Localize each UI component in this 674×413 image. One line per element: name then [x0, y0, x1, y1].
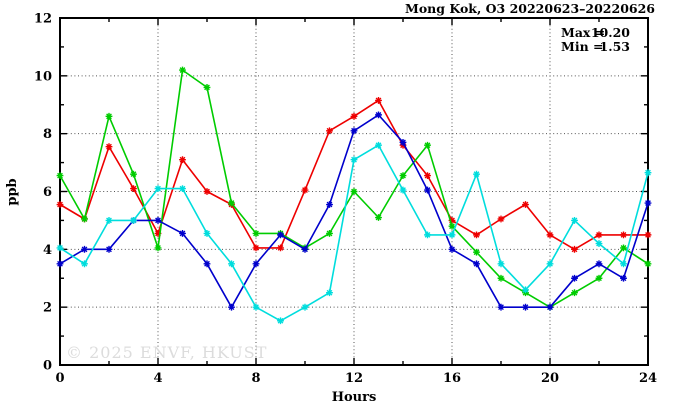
series-blue-line: [59, 114, 649, 309]
axis-ticks: [59, 17, 649, 366]
x-tick-label: 4: [153, 371, 162, 386]
chart-title: Mong Kok, O3 20220623–20220626: [405, 1, 655, 16]
min-label: Min =: [561, 39, 604, 54]
x-tick-label: 8: [251, 371, 260, 386]
x-axis-title: Hours: [332, 390, 377, 405]
x-tick-label: 0: [55, 371, 64, 386]
y-tick-label: 6: [43, 185, 52, 200]
x-tick-label: 12: [345, 371, 363, 386]
y-tick-label: 8: [43, 127, 52, 142]
y-tick-label: 12: [34, 12, 52, 27]
max-min-annotation: Max = 10.20 Min = 1.53: [561, 25, 630, 54]
y-axis-title: ppb: [5, 178, 20, 205]
x-tick-label: 20: [541, 371, 559, 386]
y-tick-label: 10: [34, 69, 52, 84]
series-blue-markers: [56, 111, 652, 311]
max-label: Max =: [561, 25, 605, 40]
y-tick-label: 2: [43, 301, 52, 316]
series-cyan-markers: [56, 141, 652, 325]
x-tick-label: 16: [443, 371, 461, 386]
watermark: © 2025 ENVF, HKUST: [66, 343, 267, 362]
x-tick-label: 24: [639, 371, 657, 386]
y-tick-label: 4: [43, 243, 52, 258]
max-value: 10.20: [591, 25, 630, 40]
y-tick-label: 0: [43, 359, 52, 374]
series-red-markers: [56, 97, 652, 253]
min-value: 1.53: [600, 39, 630, 54]
